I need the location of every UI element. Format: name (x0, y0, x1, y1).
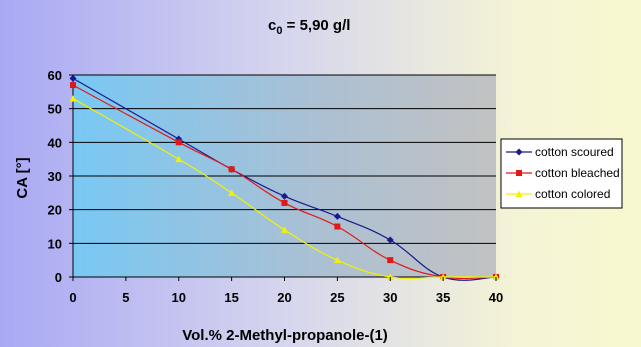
x-tick-label-40: 40 (489, 290, 503, 305)
y-tick-label-60: 60 (48, 68, 62, 83)
y-tick-label-10: 10 (48, 236, 62, 251)
legend-marker-cotton-scoured (515, 148, 523, 156)
data-point-cotton-colored-40 (492, 273, 500, 280)
x-axis-title: Vol.% 2-Methyl-propanole-(1) (182, 327, 388, 344)
data-point-cotton-colored-10 (175, 155, 183, 163)
data-point-cotton-colored-30 (386, 273, 394, 280)
x-tick-label-0: 0 (69, 290, 76, 305)
legend-marker-cotton-bleached (516, 170, 522, 176)
y-tick-label-40: 40 (48, 135, 62, 150)
data-point-cotton-bleached-20 (281, 199, 288, 206)
data-point-cotton-scoured-0 (69, 74, 77, 82)
y-tick-label-30: 30 (48, 169, 62, 184)
legend-label-cotton-scoured: cotton scoured (535, 145, 614, 159)
data-point-cotton-colored-35 (439, 273, 447, 280)
chart-title-subscript: 0 (276, 25, 282, 37)
legend-item-cotton-bleached: cotton bleached (506, 166, 620, 180)
data-point-cotton-bleached-30 (387, 257, 394, 264)
data-point-cotton-colored-0 (69, 95, 77, 102)
y-tick-label-0: 0 (55, 270, 62, 285)
chart-title-rest: = 5,90 g/l (282, 17, 350, 34)
chart-title-main: c (268, 17, 276, 34)
chart-title: c0 = 5,90 g/l (268, 17, 350, 37)
data-point-cotton-bleached-0 (70, 82, 76, 89)
legend-item-cotton-scoured: cotton scoured (506, 145, 614, 159)
data-point-cotton-colored-25 (333, 256, 341, 264)
legend-label-cotton-colored: cotton colored (535, 187, 610, 201)
x-tick-label-20: 20 (277, 290, 291, 305)
data-point-cotton-colored-15 (228, 189, 236, 196)
y-axis-title: CA [°] (14, 157, 31, 198)
x-tick-label-25: 25 (330, 290, 344, 305)
data-point-cotton-bleached-10 (175, 139, 182, 146)
x-tick-label-35: 35 (436, 290, 450, 305)
series-line-cotton-scoured (72, 77, 497, 281)
data-point-cotton-bleached-25 (334, 223, 341, 230)
data-point-cotton-bleached-15 (228, 166, 235, 173)
legend-marker-cotton-colored (515, 190, 523, 197)
data-point-cotton-scoured-20 (281, 192, 288, 200)
data-point-cotton-scoured-25 (333, 212, 341, 220)
data-point-cotton-scoured-30 (386, 236, 394, 244)
y-tick-label-50: 50 (48, 102, 62, 117)
x-tick-label-30: 30 (383, 290, 397, 305)
y-tick-label-20: 20 (48, 203, 62, 218)
data-point-cotton-colored-20 (281, 226, 288, 233)
x-tick-label-5: 5 (122, 290, 129, 305)
x-tick-label-10: 10 (172, 290, 186, 305)
legend: cotton scoured cotton bleached cotton colo… (500, 138, 623, 209)
series-cotton-colored (69, 95, 500, 280)
legend-item-cotton-colored: cotton colored (506, 187, 610, 201)
legend-label-cotton-bleached: cotton bleached (535, 166, 620, 180)
series-line-cotton-colored (72, 98, 496, 280)
x-tick-label-15: 15 (224, 290, 238, 305)
